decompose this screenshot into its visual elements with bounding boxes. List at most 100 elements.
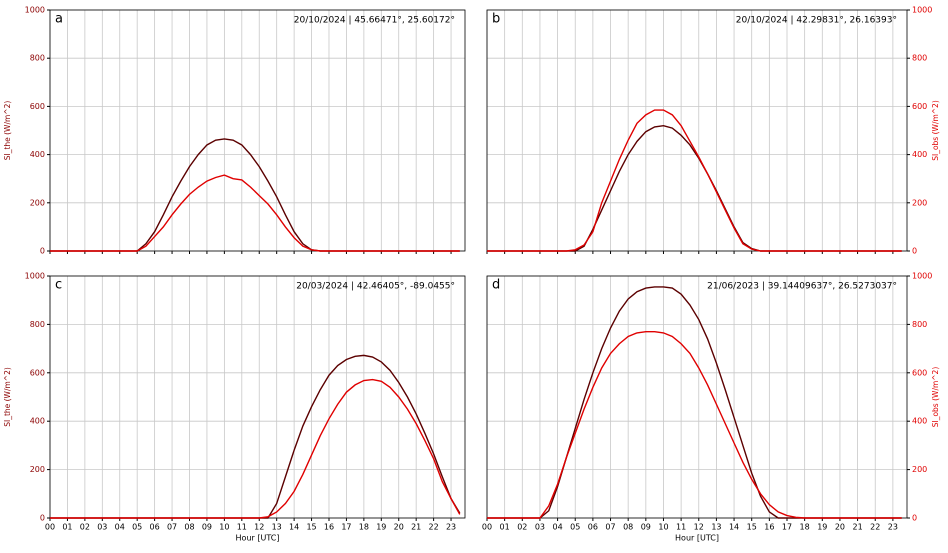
x-tick-label: 18 (800, 523, 810, 532)
x-tick-label: 03 (97, 523, 107, 532)
y-tick-label: 400 (30, 417, 45, 426)
y-tick-label: 200 (30, 198, 45, 207)
x-tick-label: 12 (694, 523, 704, 532)
y-tick-label: 600 (912, 368, 927, 377)
plot-frame (49, 9, 466, 252)
plot-frame (486, 275, 908, 519)
y-axis-label: SI_the (W/m^2) (3, 367, 12, 427)
y-tick-label: 1000 (25, 272, 45, 281)
y-tick-label: 1000 (912, 6, 932, 15)
x-tick-label: 23 (888, 523, 898, 532)
x-tick-label: 04 (115, 523, 125, 532)
x-tick-label: 09 (641, 523, 651, 532)
x-tick-label: 02 (80, 523, 90, 532)
y-axis-label: SI_obs (W/m^2) (931, 367, 940, 428)
panel: 0 200 400 600 800 1000 a 20/10/2024 | 45.66471°… (3, 6, 466, 256)
x-tick-label: 09 (202, 523, 212, 532)
y-tick-label: 1000 (912, 272, 932, 281)
x-tick-label: 23 (446, 523, 456, 532)
line-series (50, 138, 460, 252)
x-tick-label: 10 (658, 523, 668, 532)
panel: 0 200 400 600 800 1000 b 20/10/2024 | 42.29831°… (486, 6, 940, 256)
line-series (487, 124, 902, 252)
x-axis-label: Hour [UTC] (675, 534, 719, 543)
x-tick-label: 17 (341, 523, 351, 532)
x-tick-label: 01 (62, 523, 72, 532)
x-tick-label: 19 (376, 523, 386, 532)
y-tick-label: 200 (912, 465, 927, 474)
x-tick-label: 08 (623, 523, 633, 532)
x-tick-label: 22 (870, 523, 880, 532)
line-series (487, 286, 902, 519)
x-tick-label: 06 (588, 523, 598, 532)
annotation: 20/10/2024 | 45.66471°, 25.60172° (294, 16, 455, 26)
x-tick-label: 16 (764, 523, 774, 532)
x-tick-label: 15 (747, 523, 757, 532)
x-tick-label: 07 (167, 523, 177, 532)
x-tick-label: 16 (324, 523, 334, 532)
y-tick-label: 400 (912, 417, 927, 426)
x-tick-label: 07 (605, 523, 615, 532)
x-tick-label: 01 (500, 523, 510, 532)
y-tick-label: 800 (912, 320, 927, 329)
x-tick-label: 08 (184, 523, 194, 532)
annotation: 21/06/2023 | 39.14409637°, 26.5273037° (707, 282, 897, 292)
y-tick-label: 400 (912, 150, 927, 159)
y-tick-label: 1000 (25, 6, 45, 15)
line-series (487, 109, 902, 252)
annotation: 20/03/2024 | 42.46405°, -89.0455° (296, 282, 455, 292)
x-tick-label: 15 (306, 523, 316, 532)
y-tick-label: 800 (30, 54, 45, 63)
panel-label: d (492, 278, 500, 293)
line-series (50, 378, 461, 519)
x-tick-label: 04 (552, 523, 562, 532)
line-series (50, 354, 461, 519)
y-tick-label: 200 (30, 465, 45, 474)
x-tick-label: 02 (517, 523, 527, 532)
panel-label: c (55, 278, 62, 293)
x-tick-label: 20 (835, 523, 845, 532)
x-tick-label: 19 (817, 523, 827, 532)
y-axis-label: SI_the (W/m^2) (3, 101, 12, 161)
x-tick-label: 00 (45, 523, 55, 532)
x-tick-label: 13 (711, 523, 721, 532)
x-tick-label: 17 (782, 523, 792, 532)
x-tick-label: 00 (482, 523, 492, 532)
panel: 00 01 02 03 04 05 06 07 08 09 10 11 12 13 14 15 16 17 18 19… (3, 272, 466, 543)
y-tick-label: 0 (912, 247, 917, 256)
x-tick-label: 06 (150, 523, 160, 532)
x-tick-label: 21 (411, 523, 421, 532)
panel-label: a (55, 12, 63, 27)
y-tick-label: 800 (30, 320, 45, 329)
x-tick-label: 12 (254, 523, 264, 532)
x-tick-label: 05 (132, 523, 142, 532)
x-tick-label: 14 (729, 523, 739, 532)
y-axis-label: SI_obs (W/m^2) (931, 100, 940, 161)
y-tick-label: 600 (30, 368, 45, 377)
x-tick-label: 13 (272, 523, 282, 532)
y-tick-label: 0 (40, 247, 45, 256)
x-tick-label: 03 (535, 523, 545, 532)
x-tick-label: 20 (394, 523, 404, 532)
plot-frame (49, 275, 466, 519)
x-tick-label: 10 (219, 523, 229, 532)
y-tick-label: 600 (912, 102, 927, 111)
y-tick-label: 800 (912, 54, 927, 63)
y-tick-label: 200 (912, 198, 927, 207)
line-series (487, 330, 902, 519)
x-tick-label: 18 (359, 523, 369, 532)
plot-frame (486, 9, 908, 252)
x-tick-label: 11 (237, 523, 247, 532)
y-tick-label: 600 (30, 102, 45, 111)
x-tick-label: 22 (429, 523, 439, 532)
annotation: 20/10/2024 | 42.29831°, 26.16393° (736, 16, 897, 26)
line-series (50, 174, 460, 252)
x-tick-label: 05 (570, 523, 580, 532)
panel-label: b (492, 12, 500, 27)
y-tick-label: 0 (912, 514, 917, 523)
x-axis-label: Hour [UTC] (236, 534, 280, 543)
x-tick-label: 21 (852, 523, 862, 532)
y-tick-label: 0 (40, 514, 45, 523)
y-tick-label: 400 (30, 150, 45, 159)
